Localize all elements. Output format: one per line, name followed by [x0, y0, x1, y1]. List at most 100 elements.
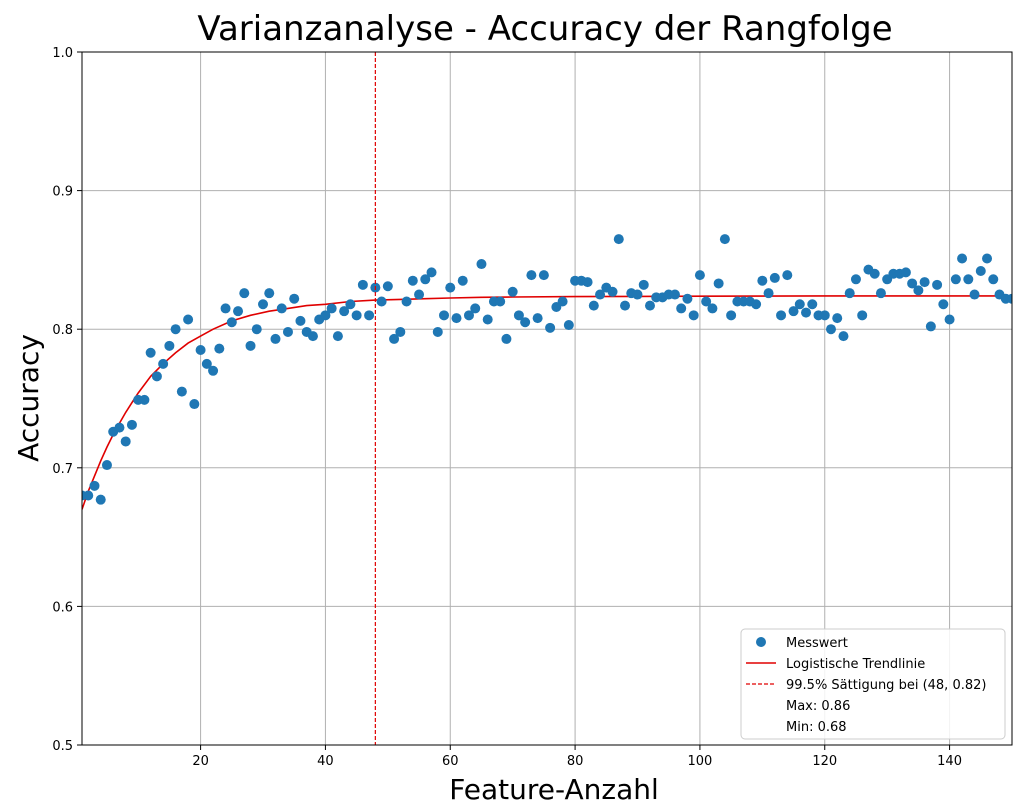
x-tick-label: 120 [812, 754, 837, 769]
x-tick-label: 40 [317, 754, 334, 769]
data-point [689, 310, 699, 320]
data-point [476, 259, 486, 269]
data-point [682, 294, 692, 304]
data-point [988, 274, 998, 284]
data-point [832, 313, 842, 323]
data-point [483, 314, 493, 324]
data-point [395, 327, 405, 337]
data-point [258, 299, 268, 309]
y-tick-label: 0.8 [52, 323, 73, 338]
legend-label: Min: 0.68 [786, 720, 847, 735]
data-point [926, 321, 936, 331]
data-point [714, 278, 724, 288]
data-point [246, 341, 256, 351]
data-point [383, 281, 393, 291]
x-tick-label: 80 [567, 754, 584, 769]
legend-label: Max: 0.86 [786, 699, 850, 714]
data-point [807, 299, 817, 309]
data-point [639, 280, 649, 290]
y-axis-label: Accuracy [12, 334, 45, 462]
data-point [720, 234, 730, 244]
x-axis-label: Feature-Anzahl [449, 773, 659, 806]
data-point [901, 267, 911, 277]
y-tick-label: 0.9 [52, 185, 73, 200]
data-point [558, 296, 568, 306]
data-point [470, 303, 480, 313]
data-point [283, 327, 293, 337]
data-point [857, 310, 867, 320]
data-point [676, 303, 686, 313]
data-point [289, 294, 299, 304]
data-point [277, 303, 287, 313]
data-point [826, 324, 836, 334]
data-point [227, 317, 237, 327]
data-point [445, 283, 455, 293]
data-point [495, 296, 505, 306]
data-point [633, 290, 643, 300]
data-point [177, 387, 187, 397]
x-tick-label: 100 [688, 754, 713, 769]
data-point [221, 303, 231, 313]
data-point [670, 290, 680, 300]
data-point [358, 280, 368, 290]
data-point [96, 495, 106, 505]
data-point [508, 287, 518, 297]
data-point [726, 310, 736, 320]
x-tick-label: 60 [442, 754, 459, 769]
data-point [751, 299, 761, 309]
data-point [114, 423, 124, 433]
data-point [196, 345, 206, 355]
data-point [146, 348, 156, 358]
data-point [520, 317, 530, 327]
data-point [127, 420, 137, 430]
data-point [776, 310, 786, 320]
data-point [757, 276, 767, 286]
data-point [876, 288, 886, 298]
legend-label: Logistische Trendlinie [786, 657, 925, 672]
data-point [820, 310, 830, 320]
data-point [782, 270, 792, 280]
data-point [214, 344, 224, 354]
data-point [501, 334, 511, 344]
data-point [83, 491, 93, 501]
data-point [976, 266, 986, 276]
chart-title: Varianzanalyse - Accuracy der Rangfolge [197, 9, 892, 49]
data-point [695, 270, 705, 280]
data-point [533, 313, 543, 323]
data-point [945, 314, 955, 324]
data-point [620, 301, 630, 311]
data-point [171, 324, 181, 334]
x-tick-label: 140 [937, 754, 962, 769]
data-point [102, 460, 112, 470]
data-point [139, 395, 149, 405]
data-point [838, 331, 848, 341]
data-point [183, 314, 193, 324]
data-point [402, 296, 412, 306]
data-point [327, 303, 337, 313]
data-point [164, 341, 174, 351]
data-point [770, 273, 780, 283]
data-point [951, 274, 961, 284]
data-point [264, 288, 274, 298]
data-point [345, 299, 355, 309]
data-point [427, 267, 437, 277]
data-point [963, 274, 973, 284]
data-point [308, 331, 318, 341]
data-point [189, 399, 199, 409]
data-point [451, 313, 461, 323]
data-point [539, 270, 549, 280]
data-point [458, 276, 468, 286]
data-point [252, 324, 262, 334]
data-point [239, 288, 249, 298]
data-point [614, 234, 624, 244]
data-point [295, 316, 305, 326]
data-point [920, 277, 930, 287]
data-point [364, 310, 374, 320]
legend: Messwert Logistische Trendlinie 99.5% Sätt… [741, 629, 1005, 739]
data-point [208, 366, 218, 376]
data-point [932, 280, 942, 290]
legend-label: Messwert [786, 636, 848, 651]
y-tick-label: 0.6 [52, 600, 73, 615]
data-point [89, 481, 99, 491]
